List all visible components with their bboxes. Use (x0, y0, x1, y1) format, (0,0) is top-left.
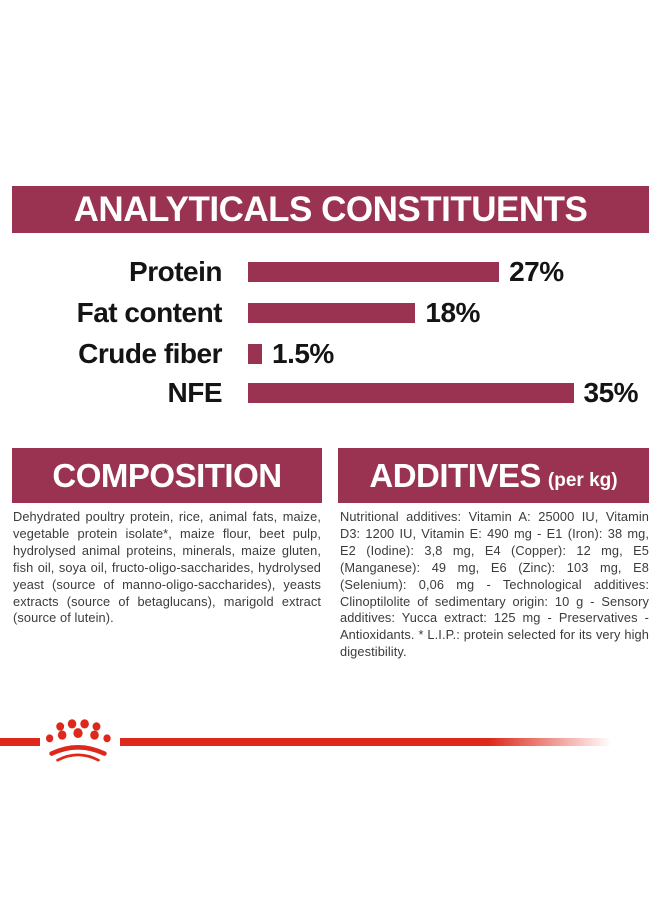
royal-canin-crown-icon (45, 719, 111, 763)
bar-label: NFE (167, 377, 223, 408)
additives-text: Nutritional additives: Vitamin A: 25000 … (340, 509, 649, 660)
additives-header: ADDITIVES (per kg) (338, 448, 649, 503)
bar-value: 27% (509, 256, 564, 287)
bar (248, 303, 416, 323)
bar-value: 18% (425, 297, 480, 328)
bar-value: 35% (583, 377, 639, 408)
bar-value: 1.5% (272, 338, 334, 369)
additives-title-suffix: (per kg) (547, 469, 618, 491)
bar-label: Protein (129, 256, 222, 287)
bar-row-crude-fiber: Crude fiber 1.5% (0, 334, 660, 374)
analyticals-constituents-title: ANALYTICALS CONSTITUENTS (73, 189, 588, 229)
analyticals-constituents-header: ANALYTICALS CONSTITUENTS (12, 186, 649, 233)
bar-row-fat-content: Fat content 18% (0, 293, 660, 333)
footer-fading-red-line (120, 738, 632, 746)
composition-text: Dehydrated poultry protein, rice, animal… (13, 509, 321, 626)
additives-title: ADDITIVES (369, 456, 541, 494)
bar (248, 383, 574, 403)
bar-label: Crude fiber (78, 338, 222, 369)
bar-label: Fat content (76, 297, 223, 328)
bar (248, 262, 500, 282)
bar-row-nfe: NFE 35% (0, 373, 660, 413)
composition-title: COMPOSITION (52, 456, 282, 494)
footer-red-dash (0, 738, 40, 746)
composition-header: COMPOSITION (12, 448, 322, 503)
bar (248, 344, 262, 364)
bar-row-protein: Protein 27% (0, 252, 660, 292)
